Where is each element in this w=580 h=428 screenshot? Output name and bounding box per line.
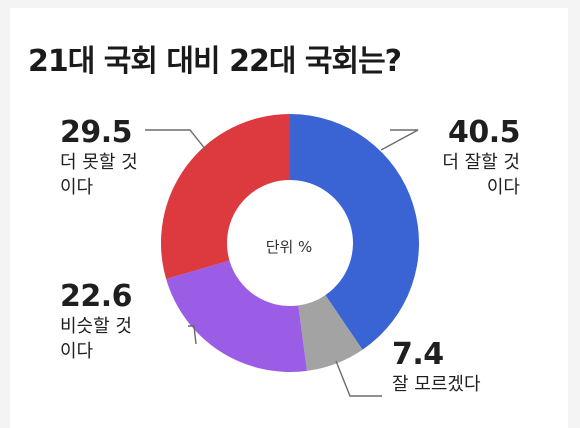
donut-slice-better (290, 114, 420, 350)
slice-text-similar-line1: 비슷할 것 (60, 316, 132, 337)
slice-label-better: 40.5 더 잘할 것 이다 (410, 116, 520, 200)
slice-label-similar: 22.6 비슷할 것 이다 (60, 280, 180, 364)
chart-title: 21대 국회 대비 22대 국회는? (28, 44, 402, 79)
donut-slice-worse (161, 114, 290, 279)
slice-text-unsure: 잘 모르겠다 (392, 374, 481, 395)
leader-line-similar (188, 325, 197, 345)
leader-line-worse (145, 129, 207, 151)
slice-value-unsure: 7.4 (392, 337, 444, 372)
slice-text-better-line1: 더 잘할 것 (442, 152, 520, 173)
donut-slice-unsure (298, 295, 363, 371)
leader-line-better (380, 129, 419, 151)
leader-lines (145, 129, 419, 397)
slice-text-better-line2: 이다 (486, 177, 520, 198)
slice-text-worse-line1: 더 못할 것 (60, 152, 138, 173)
donut-slice-similar (166, 260, 307, 372)
leader-line-unsure (335, 360, 382, 397)
slice-text-worse-line2: 이다 (60, 177, 94, 198)
slice-label-worse: 29.5 더 못할 것 이다 (60, 116, 180, 200)
slice-text-similar-line2: 이다 (60, 341, 94, 362)
slice-value-worse: 29.5 (60, 115, 133, 150)
slice-value-similar: 22.6 (60, 279, 133, 314)
donut-slices (161, 114, 420, 372)
unit-label: 단위 % (265, 238, 313, 256)
slice-label-unsure: 7.4 잘 모르겠다 (392, 338, 532, 397)
slice-value-better: 40.5 (447, 115, 521, 150)
